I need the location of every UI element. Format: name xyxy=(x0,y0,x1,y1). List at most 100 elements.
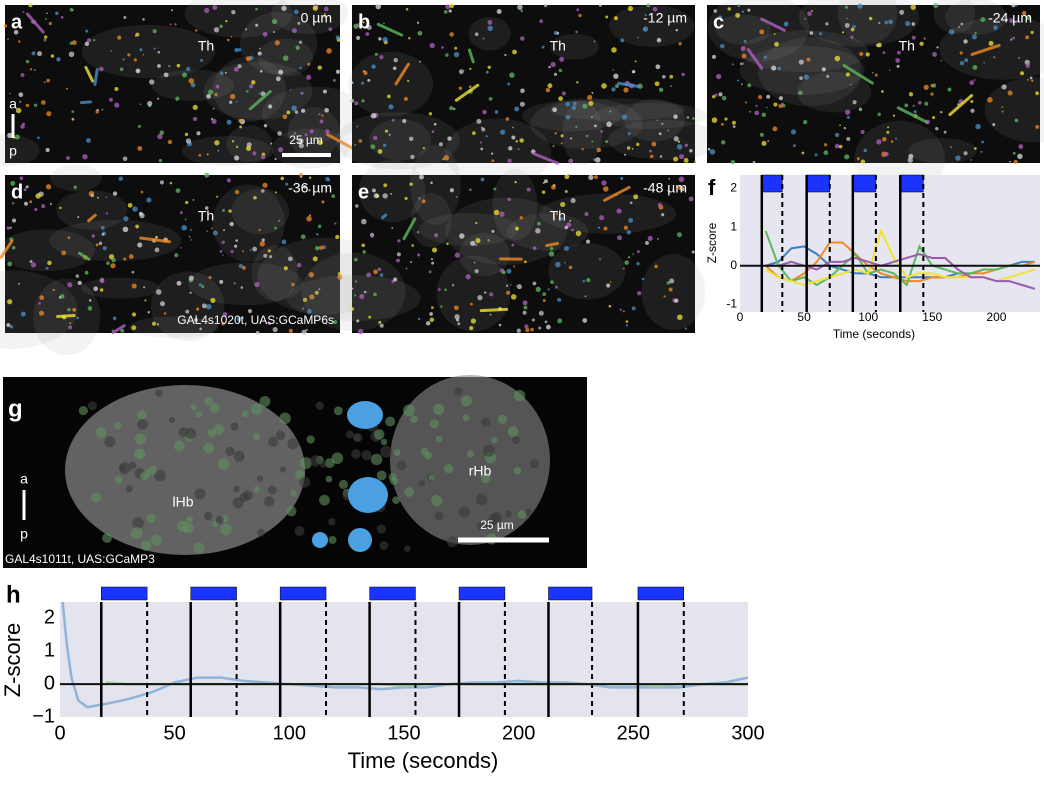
process xyxy=(79,100,92,105)
speck xyxy=(895,58,901,63)
speck xyxy=(272,327,278,333)
speck xyxy=(411,244,414,247)
speck xyxy=(500,129,506,135)
speck xyxy=(262,182,268,188)
speck xyxy=(547,288,550,291)
depth-label: -12 µm xyxy=(643,10,687,26)
line-label: GAL4s1011t, UAS:GCaMP3 xyxy=(5,552,155,566)
process xyxy=(545,242,559,248)
speck xyxy=(159,180,165,185)
speck xyxy=(598,226,600,229)
speck xyxy=(199,327,203,331)
speck xyxy=(519,138,524,143)
panel-letter: c xyxy=(713,11,724,33)
speck xyxy=(29,68,33,71)
speck xyxy=(586,278,591,283)
speck xyxy=(396,252,401,257)
cell xyxy=(396,460,407,471)
speck xyxy=(167,139,173,145)
speck xyxy=(139,103,142,106)
speck xyxy=(431,261,435,265)
cell xyxy=(315,401,324,410)
speck xyxy=(45,184,52,190)
speck xyxy=(137,242,143,248)
speck xyxy=(306,74,312,80)
speck xyxy=(448,9,452,13)
speck xyxy=(257,51,262,56)
speck xyxy=(936,46,939,49)
speck xyxy=(1026,78,1029,81)
speck xyxy=(234,244,238,248)
speck xyxy=(538,326,542,330)
panel-letter: d xyxy=(11,181,23,203)
speck xyxy=(907,157,913,163)
x-tick-label: 250 xyxy=(617,722,650,744)
cell xyxy=(263,496,275,507)
process xyxy=(479,307,509,313)
speck xyxy=(522,310,527,315)
speck xyxy=(987,97,993,103)
speck xyxy=(669,85,672,88)
speck xyxy=(988,40,994,46)
speck xyxy=(470,302,473,306)
speck xyxy=(440,305,443,308)
cell xyxy=(466,450,475,458)
tissue xyxy=(436,255,511,332)
speck xyxy=(755,104,758,107)
speck xyxy=(288,328,293,333)
speck xyxy=(584,295,587,298)
speck xyxy=(661,213,665,217)
speck xyxy=(619,308,622,311)
speck xyxy=(96,108,99,112)
speck xyxy=(353,257,358,262)
speck xyxy=(555,261,561,268)
speck xyxy=(606,283,611,288)
speck xyxy=(156,323,159,326)
speck xyxy=(462,69,465,72)
speck xyxy=(111,329,114,332)
speck xyxy=(468,85,472,89)
speck xyxy=(233,282,236,285)
speck xyxy=(7,38,9,40)
speck xyxy=(157,64,161,68)
speck xyxy=(960,22,964,26)
speck xyxy=(45,18,47,21)
speck xyxy=(645,241,649,245)
speck xyxy=(487,19,493,25)
speck xyxy=(874,73,878,77)
speck xyxy=(547,83,553,89)
speck xyxy=(544,320,548,324)
speck xyxy=(262,31,268,37)
speck xyxy=(709,149,716,155)
tissue xyxy=(593,102,708,129)
speck xyxy=(238,263,243,269)
speck xyxy=(246,145,252,151)
tissue xyxy=(231,188,290,235)
speck xyxy=(127,53,131,57)
speck xyxy=(127,202,133,208)
speck xyxy=(948,29,955,35)
speck xyxy=(356,319,360,323)
speck xyxy=(275,191,278,194)
speck xyxy=(474,32,479,37)
cell xyxy=(385,416,396,427)
speck xyxy=(622,267,625,270)
speck xyxy=(843,126,847,130)
tissue xyxy=(445,197,567,265)
speck xyxy=(958,26,961,28)
speck xyxy=(494,110,499,114)
speck xyxy=(361,81,365,85)
speck xyxy=(291,105,297,111)
speck xyxy=(41,204,46,209)
speck xyxy=(923,37,926,40)
orientation-label: a xyxy=(9,96,17,112)
speck xyxy=(860,159,866,165)
speck xyxy=(416,230,420,234)
speck xyxy=(511,243,515,247)
speck xyxy=(133,58,137,62)
speck xyxy=(778,96,784,101)
speck xyxy=(198,153,202,157)
speck xyxy=(673,156,679,162)
speck xyxy=(637,291,642,296)
speck xyxy=(144,299,147,302)
